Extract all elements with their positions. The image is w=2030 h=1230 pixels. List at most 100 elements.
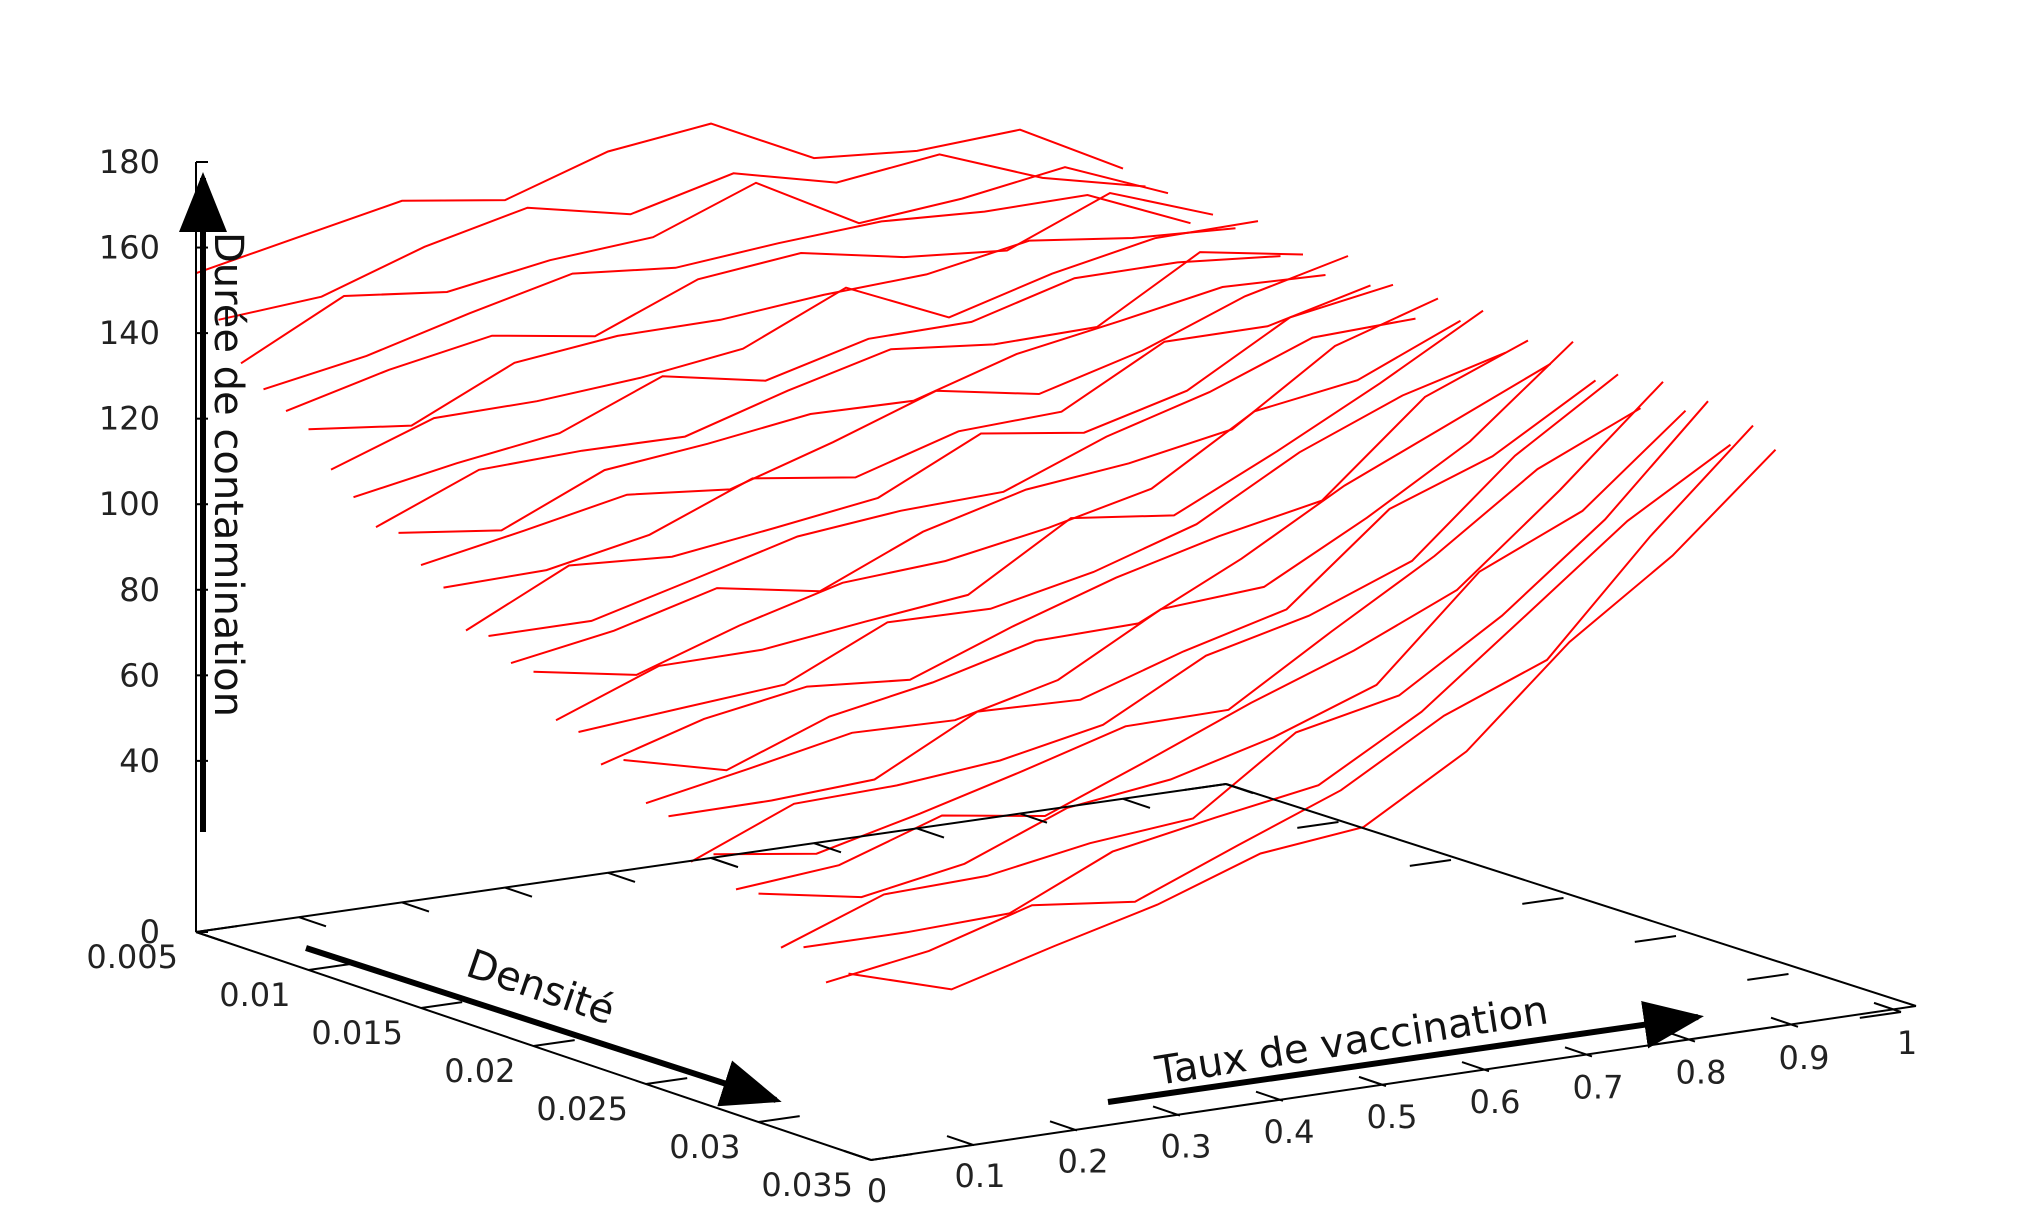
- vaccination-tick: [1152, 1105, 1181, 1117]
- surface-line: [645, 340, 1574, 805]
- surface-line: [330, 220, 1259, 471]
- density-back-tick: [1297, 821, 1339, 829]
- surface-line: [488, 317, 1416, 637]
- density-tick: [645, 1077, 688, 1085]
- z-tick-label: 80: [119, 571, 160, 609]
- density-back-tick: [1184, 783, 1227, 791]
- z-tick-label: 160: [99, 229, 160, 267]
- density-tick: [870, 1153, 913, 1161]
- density-tick-label: 0.015: [311, 1014, 403, 1052]
- vaccination-tick: [946, 1135, 975, 1147]
- vaccination-back-tick: [1122, 797, 1151, 809]
- vaccination-tick: [1873, 1001, 1902, 1013]
- surface-line: [758, 409, 1687, 899]
- surface-line: [195, 122, 1124, 275]
- z-tick-label: 60: [119, 656, 160, 694]
- axes: [179, 161, 1917, 1161]
- z-tick-label: 40: [119, 742, 160, 780]
- z-axis-title: Durée de contamination: [205, 232, 251, 717]
- vaccination-tick-label: 0.2: [1058, 1142, 1109, 1180]
- density-tick: [308, 963, 350, 971]
- surface-line: [285, 191, 1214, 413]
- box-edge: [870, 1005, 1917, 1161]
- density-tick: [420, 1001, 463, 1009]
- surface-line: [375, 251, 1304, 528]
- vaccination-back-tick: [504, 886, 533, 898]
- surface-line: [398, 274, 1326, 534]
- surface-line: [555, 309, 1484, 722]
- density-axis-arrow: [305, 945, 782, 1107]
- density-tick-label: 0.025: [536, 1090, 628, 1128]
- surface-line: [848, 449, 1777, 991]
- vaccination-axis-arrow: [1107, 1000, 1704, 1105]
- vaccination-tick: [1255, 1090, 1284, 1102]
- density-tick-label: 0.03: [669, 1128, 740, 1166]
- density-back-tick: [1859, 1011, 1902, 1019]
- surface-line: [533, 319, 1462, 676]
- density-back-tick: [1522, 897, 1564, 905]
- surface-line: [668, 379, 1597, 818]
- density-tick-label: 0.005: [86, 938, 178, 976]
- density-tick-label: 0.02: [444, 1052, 515, 1090]
- vaccination-tick: [1564, 1046, 1593, 1058]
- surface-line: [825, 424, 1754, 984]
- surface-line: [263, 193, 1191, 391]
- surface-line: [690, 373, 1619, 863]
- density-tick: [533, 1039, 575, 1047]
- surface-line: [713, 407, 1642, 856]
- vaccination-back-tick: [298, 916, 327, 928]
- vaccination-tick-label: 0.6: [1470, 1083, 1521, 1121]
- surface-line: [465, 283, 1394, 632]
- box-edge: [1225, 783, 1917, 1007]
- vaccination-tick-label: 0.1: [955, 1157, 1006, 1195]
- surface-line: [353, 255, 1281, 499]
- vaccination-back-tick: [401, 901, 430, 913]
- density-tick-label: 0.035: [761, 1166, 853, 1204]
- density-tick-label: 0.01: [219, 976, 290, 1014]
- vaccination-tick-label: 0.8: [1676, 1054, 1727, 1092]
- vaccination-tick-label: 0.4: [1264, 1113, 1315, 1151]
- surface-line: [510, 297, 1439, 665]
- surface-line: [308, 227, 1236, 431]
- z-tick-label: 0: [140, 913, 160, 951]
- surface-line: [780, 400, 1709, 949]
- z-tick-label: 180: [99, 143, 160, 181]
- surface-wire-lines: [195, 122, 1777, 991]
- vaccination-back-tick: [607, 871, 636, 883]
- vaccination-tick-label: 1: [1897, 1024, 1917, 1062]
- z-tick-label: 100: [99, 485, 160, 523]
- surface-line: [443, 284, 1371, 589]
- vaccination-tick: [843, 1149, 872, 1161]
- surface-line: [623, 363, 1552, 772]
- vaccination-axis-title: Taux de vaccination: [1151, 987, 1551, 1095]
- vaccination-back-tick: [813, 842, 842, 854]
- vaccination-tick-label: 0: [867, 1172, 887, 1210]
- surface-line: [240, 166, 1169, 365]
- surface-line: [600, 339, 1529, 766]
- surface-line: [420, 255, 1349, 567]
- vaccination-tick: [1770, 1016, 1799, 1028]
- vaccination-tick: [1049, 1120, 1078, 1132]
- vaccination-back-tick: [195, 931, 224, 943]
- vaccination-back-tick: [710, 857, 739, 869]
- density-back-tick: [1634, 935, 1677, 943]
- vaccination-tick-label: 0.9: [1779, 1039, 1830, 1077]
- vaccination-back-tick: [1225, 783, 1254, 795]
- z-tick-label: 120: [99, 400, 160, 438]
- vaccination-tick-label: 0.3: [1161, 1128, 1212, 1166]
- density-tick: [758, 1115, 800, 1123]
- density-back-tick: [1409, 859, 1452, 867]
- density-tick: [195, 925, 238, 933]
- tick-labels: 0 40 60 80 100 120 140 160 180 0.005 0.01 0.015 0.02…: [86, 143, 1917, 1210]
- vaccination-back-tick: [1019, 812, 1048, 824]
- vaccination-back-tick: [916, 827, 945, 839]
- surface-line: [735, 381, 1664, 891]
- vaccination-tick: [1358, 1075, 1387, 1087]
- surface-line: [578, 351, 1506, 733]
- surface-line: [218, 153, 1146, 321]
- z-tick-label: 140: [99, 314, 160, 352]
- vaccination-tick-label: 0.5: [1367, 1098, 1418, 1136]
- density-axis-title: Densité: [461, 941, 621, 1034]
